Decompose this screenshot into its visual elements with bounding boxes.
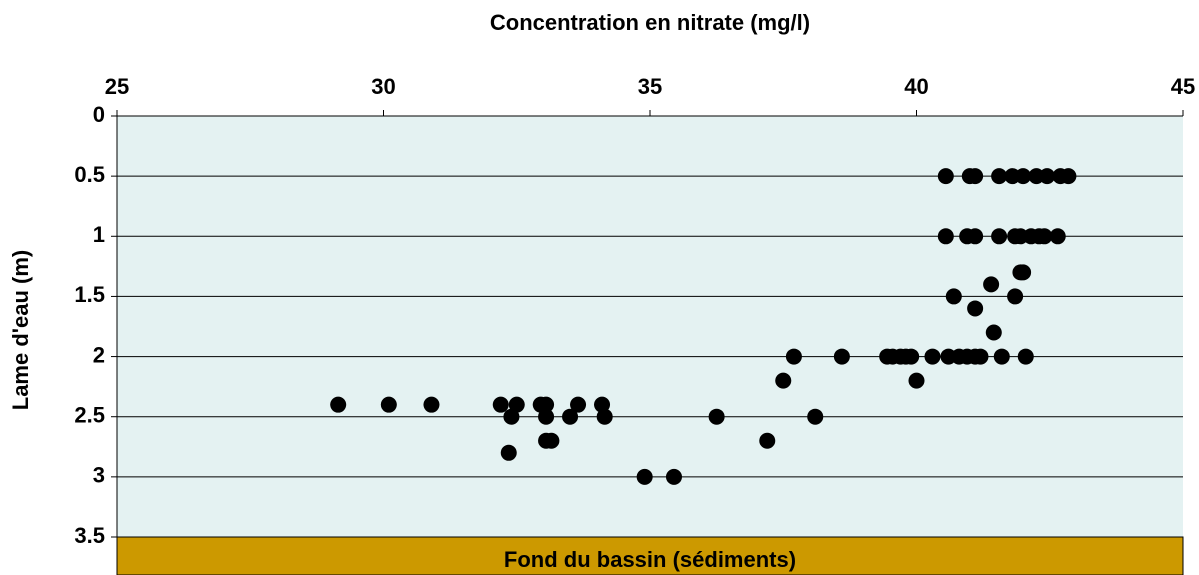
x-tick-label: 35 bbox=[638, 74, 662, 99]
point bbox=[945, 288, 962, 305]
annotation: Fond du bassin (sédiments) bbox=[504, 547, 796, 572]
point bbox=[538, 408, 555, 425]
point bbox=[991, 168, 1008, 185]
point bbox=[538, 396, 555, 413]
y-tick-label: 2.5 bbox=[74, 403, 105, 428]
point bbox=[380, 396, 397, 413]
point bbox=[1039, 168, 1056, 185]
point bbox=[972, 348, 989, 365]
point bbox=[1015, 168, 1032, 185]
point bbox=[908, 372, 925, 389]
point bbox=[1060, 168, 1077, 185]
point bbox=[562, 408, 579, 425]
y-tick-label: 3.5 bbox=[74, 523, 105, 548]
point bbox=[1007, 288, 1024, 305]
x-tick-label: 45 bbox=[1171, 74, 1195, 99]
point bbox=[665, 468, 682, 485]
point bbox=[1015, 264, 1032, 281]
x-tick-label: 25 bbox=[105, 74, 129, 99]
point bbox=[543, 432, 560, 449]
point bbox=[503, 408, 520, 425]
point bbox=[983, 276, 1000, 293]
point bbox=[492, 396, 509, 413]
point bbox=[1049, 228, 1066, 245]
point bbox=[937, 168, 954, 185]
x-tick-label: 40 bbox=[904, 74, 928, 99]
point bbox=[937, 228, 954, 245]
point bbox=[993, 348, 1010, 365]
y-tick-label: 1 bbox=[93, 222, 105, 247]
point bbox=[833, 348, 850, 365]
point bbox=[903, 348, 920, 365]
y-tick-label: 2 bbox=[93, 342, 105, 367]
plot-area bbox=[117, 116, 1183, 537]
point bbox=[985, 324, 1002, 341]
y-tick-label: 3 bbox=[93, 463, 105, 488]
point bbox=[991, 228, 1008, 245]
point bbox=[1036, 228, 1053, 245]
point bbox=[1017, 348, 1034, 365]
point bbox=[594, 396, 611, 413]
point bbox=[423, 396, 440, 413]
point bbox=[508, 396, 525, 413]
point bbox=[967, 300, 984, 317]
point bbox=[924, 348, 941, 365]
point bbox=[967, 168, 984, 185]
point bbox=[785, 348, 802, 365]
y-tick-label: 1.5 bbox=[74, 282, 105, 307]
point bbox=[500, 444, 517, 461]
point bbox=[967, 228, 984, 245]
x-axis-label: Concentration en nitrate (mg/l) bbox=[490, 10, 810, 35]
point bbox=[570, 396, 587, 413]
y-tick-label: 0 bbox=[93, 102, 105, 127]
y-tick-label: 0.5 bbox=[74, 162, 105, 187]
point bbox=[636, 468, 653, 485]
point bbox=[330, 396, 347, 413]
y-axis-label: Lame d'eau (m) bbox=[8, 250, 33, 411]
sediment-band bbox=[116, 536, 1184, 575]
point bbox=[596, 408, 613, 425]
point bbox=[775, 372, 792, 389]
x-tick-label: 30 bbox=[371, 74, 395, 99]
point bbox=[807, 408, 824, 425]
point bbox=[708, 408, 725, 425]
point bbox=[759, 432, 776, 449]
